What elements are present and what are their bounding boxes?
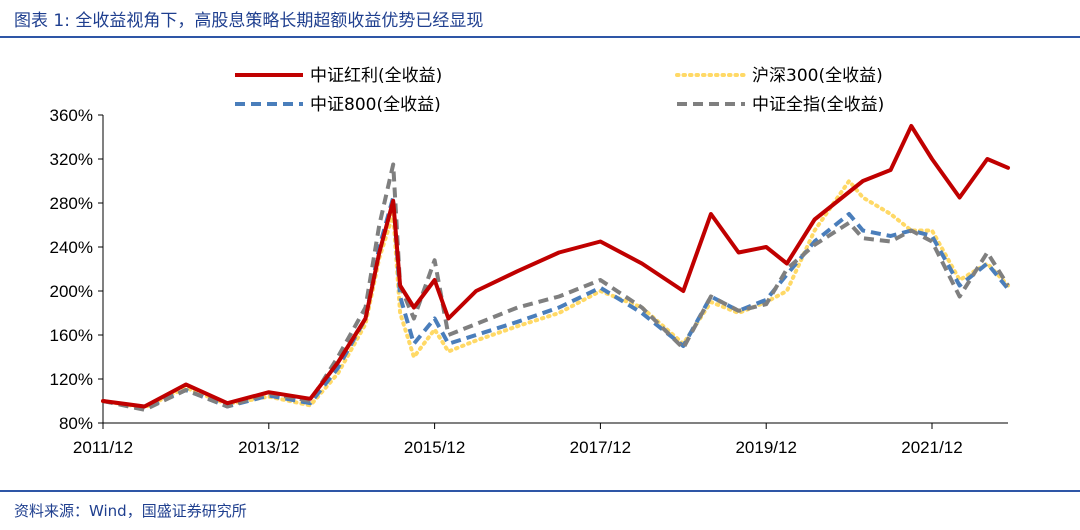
line-chart: 80% 120% 160% 200% 240% 280% 320% 360% 2011/12 20… [50, 66, 1010, 457]
legend-label: 中证800(全收益) [310, 95, 441, 115]
series-line-2 [102, 195, 1010, 411]
y-tick-label: 80% [59, 414, 93, 433]
y-tick-label: 160% [50, 326, 93, 345]
legend-label: 沪深300(全收益) [752, 66, 883, 86]
series-line-1 [101, 179, 1010, 410]
chart-title: 图表 1: 全收益视角下，高股息策略长期超额收益优势已经显现 [14, 11, 484, 31]
source-note: 资料来源：Wind，国盛证券研究所 [14, 502, 247, 520]
y-tick-label: 280% [50, 194, 93, 213]
y-tick-label: 360% [50, 106, 93, 125]
x-tick-label: 2015/12 [404, 438, 465, 457]
legend-label: 中证全指(全收益) [752, 95, 884, 115]
series-line-3 [102, 162, 1010, 412]
header-divider [0, 36, 1080, 38]
x-tick-label: 2021/12 [901, 438, 962, 457]
footer-divider [0, 490, 1080, 492]
y-tick-label: 320% [50, 150, 93, 169]
y-tick-label: 240% [50, 238, 93, 257]
y-tick-label: 120% [50, 370, 93, 389]
chart-legend: 中证红利(全收益) 沪深300(全收益) 中证800(全收益) 中证全指(全收益) [235, 66, 884, 115]
chart-axes: 80% 120% 160% 200% 240% 280% 320% 360% 2011/12 20… [50, 106, 1008, 457]
y-tick-label: 200% [50, 282, 93, 301]
series-layer [101, 124, 1010, 412]
x-tick-label: 2013/12 [238, 438, 299, 457]
legend-label: 中证红利(全收益) [310, 66, 442, 86]
x-tick-label: 2011/12 [73, 438, 133, 457]
series-line-0 [101, 124, 1010, 409]
x-tick-label: 2019/12 [735, 438, 796, 457]
x-tick-label: 2017/12 [570, 438, 631, 457]
